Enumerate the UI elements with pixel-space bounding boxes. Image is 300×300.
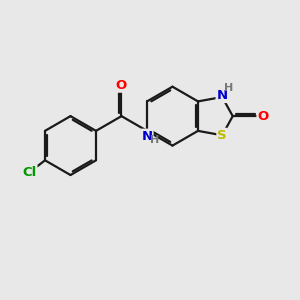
Text: Cl: Cl [22,166,37,178]
Text: S: S [217,129,227,142]
Text: H: H [150,135,159,145]
Text: O: O [257,110,269,123]
Text: O: O [116,79,127,92]
Text: N: N [141,130,153,143]
Text: N: N [217,89,228,102]
Text: H: H [224,82,233,93]
